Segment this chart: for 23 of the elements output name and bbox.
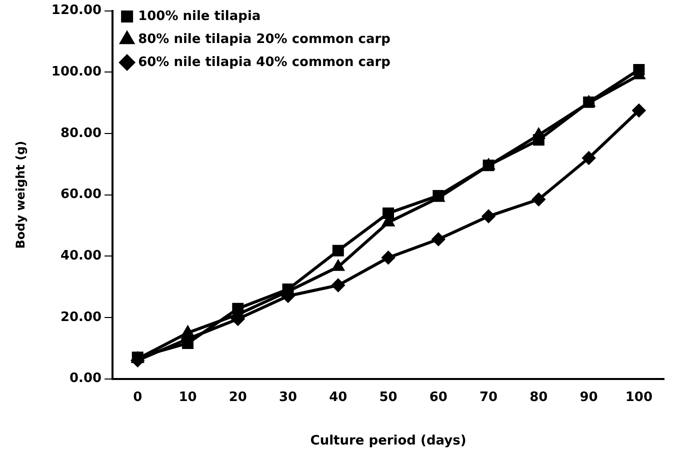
x-tick-label: 0: [133, 390, 142, 405]
x-axis-title: Culture period (days): [310, 434, 466, 449]
x-tick-label: 100: [625, 390, 653, 405]
x-tick-label: 30: [278, 390, 298, 405]
y-tick-label: 120.00: [51, 3, 102, 18]
y-tick-label: 40.00: [60, 248, 102, 264]
y-axis-title: Body weight (g): [13, 140, 28, 249]
legend-label: 80% nile tilapia 20% common carp: [138, 32, 390, 47]
y-tick-label: 0.00: [69, 371, 102, 386]
x-tick-label: 40: [329, 390, 348, 405]
x-tick-label: 70: [479, 390, 498, 405]
x-tick-label: 80: [530, 390, 548, 405]
y-tick-label: 60.00: [60, 187, 102, 202]
x-tick-label: 10: [178, 390, 197, 405]
y-tick-label: 80.00: [60, 126, 102, 141]
x-tick-label: 50: [379, 390, 398, 405]
y-tick-label: 20.00: [60, 310, 102, 325]
x-tick-label: 60: [429, 390, 448, 405]
x-tick-label: 20: [228, 390, 247, 405]
legend-label: 100% nile tilapia: [138, 8, 261, 24]
legend-label: 60% nile tilapia 40% common carp: [138, 54, 390, 70]
y-tick-label: 100.00: [51, 64, 102, 80]
x-tick-label: 90: [580, 390, 598, 405]
